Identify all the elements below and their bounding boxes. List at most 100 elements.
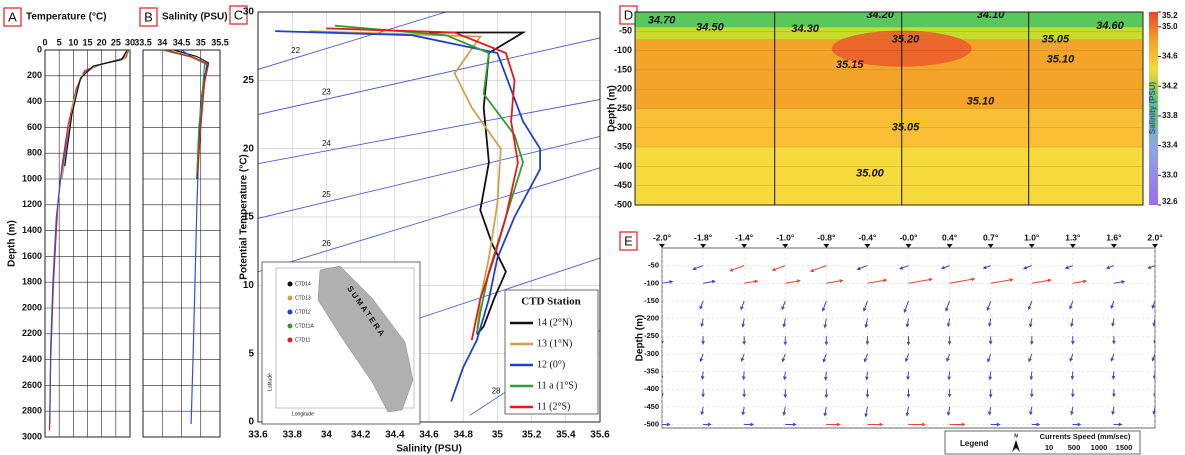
contour-label: 35.15 xyxy=(836,59,864,71)
x-tick-label: 0.7° xyxy=(983,232,999,242)
x-tick-label: 34.5 xyxy=(173,37,191,47)
current-vector xyxy=(940,265,950,270)
current-vector xyxy=(1028,318,1033,328)
current-vector xyxy=(823,318,827,329)
x-tick-marker xyxy=(1028,244,1035,248)
y-tick-label: 1000 xyxy=(22,173,42,183)
current-vector xyxy=(744,279,759,284)
current-vector xyxy=(1111,406,1115,416)
current-vector xyxy=(1111,371,1116,380)
x-tick-label: 30 xyxy=(125,37,135,47)
y-tick-label: -150 xyxy=(644,296,659,305)
current-vector xyxy=(1105,265,1115,270)
current-vector xyxy=(824,389,829,399)
y-tick-label: -500 xyxy=(614,199,632,209)
current-vector xyxy=(865,389,870,398)
current-vector xyxy=(988,318,992,327)
y-tick-label: 1600 xyxy=(22,251,42,261)
current-vector xyxy=(1029,389,1034,398)
current-vector xyxy=(1155,423,1163,426)
current-vector xyxy=(1147,265,1155,269)
x-tick-label: 33.5 xyxy=(134,37,152,47)
current-vector xyxy=(821,300,827,312)
x-tick-marker xyxy=(741,244,748,248)
x-tick-marker xyxy=(946,244,953,248)
current-vector xyxy=(692,265,704,271)
legend-speed-label: 1500 xyxy=(1116,443,1133,452)
panel-letter-box xyxy=(229,5,248,25)
current-vector xyxy=(1064,265,1073,270)
current-vector xyxy=(865,371,869,381)
panel-letter: A xyxy=(8,9,17,24)
current-vector xyxy=(1152,318,1155,327)
current-vector xyxy=(1072,279,1088,284)
x-tick-label: 33.8 xyxy=(282,430,302,441)
panel-letter-box xyxy=(619,231,638,251)
contour-label: 34.50 xyxy=(696,22,724,34)
station-dot xyxy=(287,295,293,301)
profile-line xyxy=(162,50,206,173)
current-vector xyxy=(1072,422,1082,427)
current-vector xyxy=(729,265,745,272)
x-tick-label: 1.3° xyxy=(1065,232,1081,242)
current-vector xyxy=(903,300,909,314)
x-tick-label: -0.8° xyxy=(817,232,836,242)
isopycnal xyxy=(258,135,600,219)
current-vector xyxy=(662,336,664,345)
x-tick-marker xyxy=(905,244,912,248)
station-label: CTD11A xyxy=(295,323,314,329)
current-vector xyxy=(1111,318,1115,327)
current-vector xyxy=(1027,300,1033,311)
colorbar-tick-label: 33.4 xyxy=(1162,141,1178,150)
station-label: CTD12 xyxy=(295,309,311,315)
current-vector xyxy=(822,353,827,363)
y-tick-label: 10 xyxy=(243,280,255,291)
y-tick-label: -300 xyxy=(614,122,632,132)
x-tick-marker xyxy=(823,244,830,248)
legend-box xyxy=(944,430,1141,455)
x-tick-label: 34.6 xyxy=(419,430,439,441)
north-label: N xyxy=(1014,433,1018,439)
current-vector xyxy=(947,336,952,346)
inset-ylabel: Latitude xyxy=(267,373,273,391)
profile-line xyxy=(173,50,210,180)
current-vector xyxy=(1070,406,1074,416)
current-vector xyxy=(742,336,746,346)
profile-line xyxy=(49,50,129,425)
current-vector xyxy=(1070,371,1075,380)
current-vector xyxy=(1112,389,1116,398)
current-vector xyxy=(906,371,910,381)
current-vector xyxy=(1071,336,1075,345)
y-tick-label: -450 xyxy=(614,180,632,190)
current-vector xyxy=(946,318,951,328)
legend-speed-label: 1000 xyxy=(1091,443,1108,452)
current-vector xyxy=(905,353,909,363)
current-vector xyxy=(662,353,663,356)
current-vector xyxy=(1069,353,1074,362)
current-vector xyxy=(990,278,1014,284)
x-axis-label: Salinity (PSU) xyxy=(396,444,462,455)
current-vector xyxy=(906,336,911,346)
y-tick-label: -300 xyxy=(644,349,659,358)
current-vector xyxy=(947,389,952,398)
current-vector xyxy=(986,300,992,312)
current-vector xyxy=(826,422,841,427)
current-vector xyxy=(741,318,745,328)
current-vector xyxy=(856,265,868,271)
current-vector xyxy=(701,389,705,398)
colorbar-tick-label: 34.6 xyxy=(1162,52,1178,61)
y-tick-label: -200 xyxy=(614,84,632,94)
y-tick-label: -400 xyxy=(614,161,632,171)
plot-frame xyxy=(257,11,601,423)
current-vector xyxy=(700,318,704,328)
legend-box xyxy=(504,289,599,415)
y-tick-label: 1200 xyxy=(22,199,42,209)
current-vector xyxy=(785,422,797,427)
y-tick-label: 400 xyxy=(27,96,42,106)
current-vector xyxy=(662,422,671,427)
y-tick-label: 25 xyxy=(243,75,255,86)
x-tick-label: 10 xyxy=(68,37,78,47)
current-vector xyxy=(1070,318,1074,328)
station-dot xyxy=(287,281,293,287)
current-vector xyxy=(700,371,705,380)
